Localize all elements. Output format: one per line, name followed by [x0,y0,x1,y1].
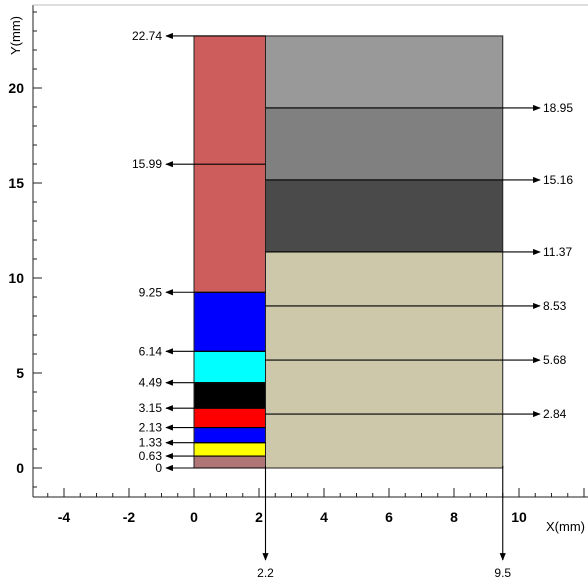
right-mark-label: 18.95 [543,101,573,115]
y-tick-label: 0 [16,460,24,476]
x-tick-label: -4 [58,509,71,525]
axis-ticks: -4 -2 0 2 4 6 8 10 0 5 10 15 20 [8,11,585,525]
left-mark-label: 3.15 [139,401,163,415]
x-tick-label: 2 [255,509,263,525]
left-mark-label: 15.99 [132,157,162,171]
left-layer [193,455,266,469]
left-mark-label: 2.13 [139,421,163,435]
right-mark-label: 11.37 [543,245,572,259]
right-layer [265,35,504,109]
left-layer [193,442,266,457]
x-tick-label: 8 [450,509,458,525]
y-tick-label: 5 [16,365,24,381]
y-tick-label: 15 [8,175,24,191]
left-mark-label: 0.63 [139,449,163,463]
left-mark-label: 9.25 [139,285,163,299]
left-mark-label: 22.74 [132,29,162,43]
right-layer [265,107,504,181]
right-mark-label: 15.16 [543,173,573,187]
y-axis-label: Y(mm) [8,16,23,55]
axes-frame [32,4,588,498]
x-tick-label: -2 [123,509,136,525]
x-tick-label: 10 [511,509,527,525]
right-mark-label: 8.53 [543,299,567,313]
left-layer [193,427,266,444]
x-tick-label: 0 [190,509,198,525]
x-tick-label: 6 [385,509,393,525]
bottom-mark-label: 9.5 [494,566,511,580]
value-marks: 00.631.332.133.154.496.149.2515.9922.742… [132,29,573,580]
bottom-mark-label: 2.2 [257,566,274,580]
left-layer [193,407,266,429]
right-mark-label: 5.68 [543,353,567,367]
x-tick-label: 4 [320,509,328,525]
right-column-layers [265,35,504,469]
left-layer [193,291,266,352]
left-mark-label: 6.14 [139,344,163,358]
left-mark-label: 4.49 [139,376,163,390]
right-layer [265,179,504,253]
y-tick-label: 20 [8,80,24,96]
left-layer [193,350,266,384]
left-mark-label: 0 [155,461,162,475]
left-column-layers [193,35,266,469]
right-mark-label: 2.84 [543,407,567,421]
y-tick-label: 10 [8,270,24,286]
left-mark-label: 1.33 [139,436,163,450]
left-layer [193,382,266,409]
x-axis-label: X(mm) [546,519,585,534]
